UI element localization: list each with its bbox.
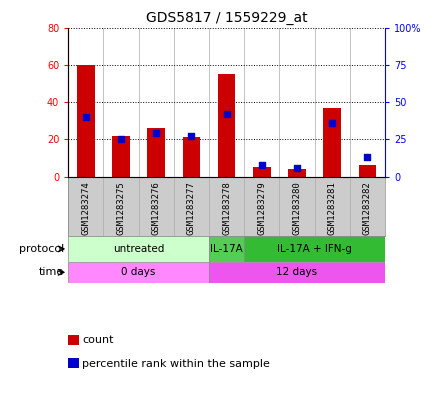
Text: GSM1283280: GSM1283280 bbox=[293, 181, 301, 235]
Text: GSM1283278: GSM1283278 bbox=[222, 181, 231, 235]
Text: GSM1283277: GSM1283277 bbox=[187, 181, 196, 235]
Bar bbox=[244, 236, 385, 262]
Bar bbox=[359, 165, 376, 176]
Text: GSM1283282: GSM1283282 bbox=[363, 181, 372, 235]
Point bbox=[364, 154, 371, 160]
Text: GSM1283281: GSM1283281 bbox=[328, 181, 337, 235]
Point bbox=[117, 136, 125, 142]
Text: time: time bbox=[39, 267, 64, 277]
Text: GSM1283274: GSM1283274 bbox=[81, 181, 90, 235]
Text: GSM1283275: GSM1283275 bbox=[117, 181, 125, 235]
Point bbox=[82, 114, 89, 120]
Bar bbox=[68, 236, 209, 262]
Bar bbox=[77, 65, 95, 176]
Point bbox=[329, 120, 336, 126]
Bar bbox=[253, 167, 271, 176]
Bar bbox=[323, 108, 341, 176]
Bar bbox=[209, 236, 244, 262]
Point bbox=[293, 164, 301, 171]
Bar bbox=[209, 262, 385, 283]
Text: percentile rank within the sample: percentile rank within the sample bbox=[82, 358, 270, 369]
Text: GSM1283279: GSM1283279 bbox=[257, 181, 266, 235]
Bar bbox=[218, 74, 235, 176]
Point bbox=[258, 162, 265, 168]
Bar bbox=[288, 169, 306, 176]
Title: GDS5817 / 1559229_at: GDS5817 / 1559229_at bbox=[146, 11, 308, 25]
Text: IL-17A + IFN-g: IL-17A + IFN-g bbox=[277, 244, 352, 254]
Text: untreated: untreated bbox=[113, 244, 164, 254]
Text: 0 days: 0 days bbox=[121, 267, 156, 277]
Bar bbox=[112, 136, 130, 176]
Text: GSM1283276: GSM1283276 bbox=[152, 181, 161, 235]
Point bbox=[153, 130, 160, 136]
Text: IL-17A: IL-17A bbox=[210, 244, 243, 254]
Bar bbox=[147, 128, 165, 176]
Bar bbox=[68, 262, 209, 283]
Text: count: count bbox=[82, 335, 114, 345]
Text: 12 days: 12 days bbox=[276, 267, 318, 277]
Point bbox=[188, 133, 195, 140]
Text: protocol: protocol bbox=[18, 244, 64, 254]
Point bbox=[223, 111, 230, 117]
Bar bbox=[183, 138, 200, 176]
